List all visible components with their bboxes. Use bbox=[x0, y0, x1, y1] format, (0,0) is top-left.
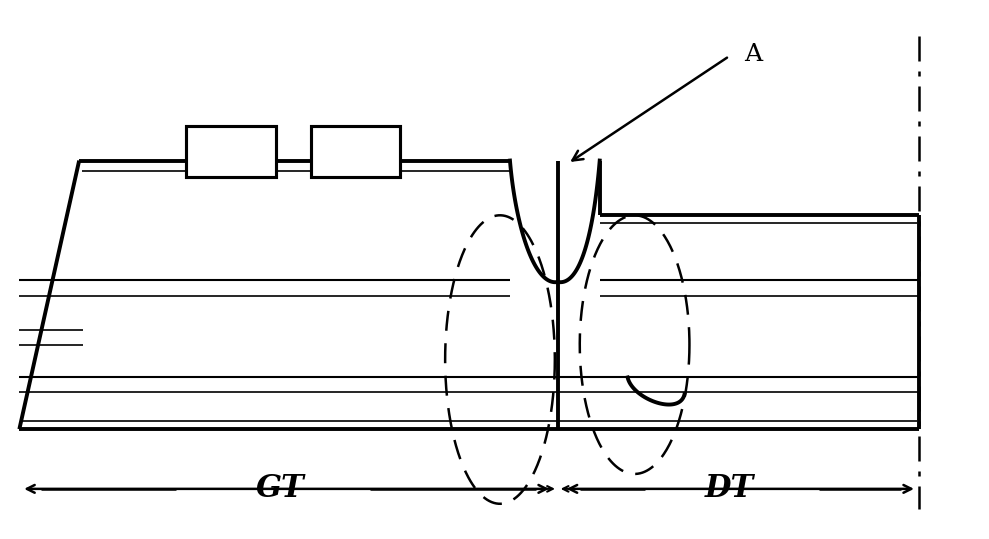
Bar bbox=[186, 126, 276, 177]
Text: DT: DT bbox=[705, 473, 754, 505]
Bar bbox=[311, 126, 401, 177]
Text: GT: GT bbox=[256, 473, 305, 505]
Text: A: A bbox=[745, 43, 763, 66]
